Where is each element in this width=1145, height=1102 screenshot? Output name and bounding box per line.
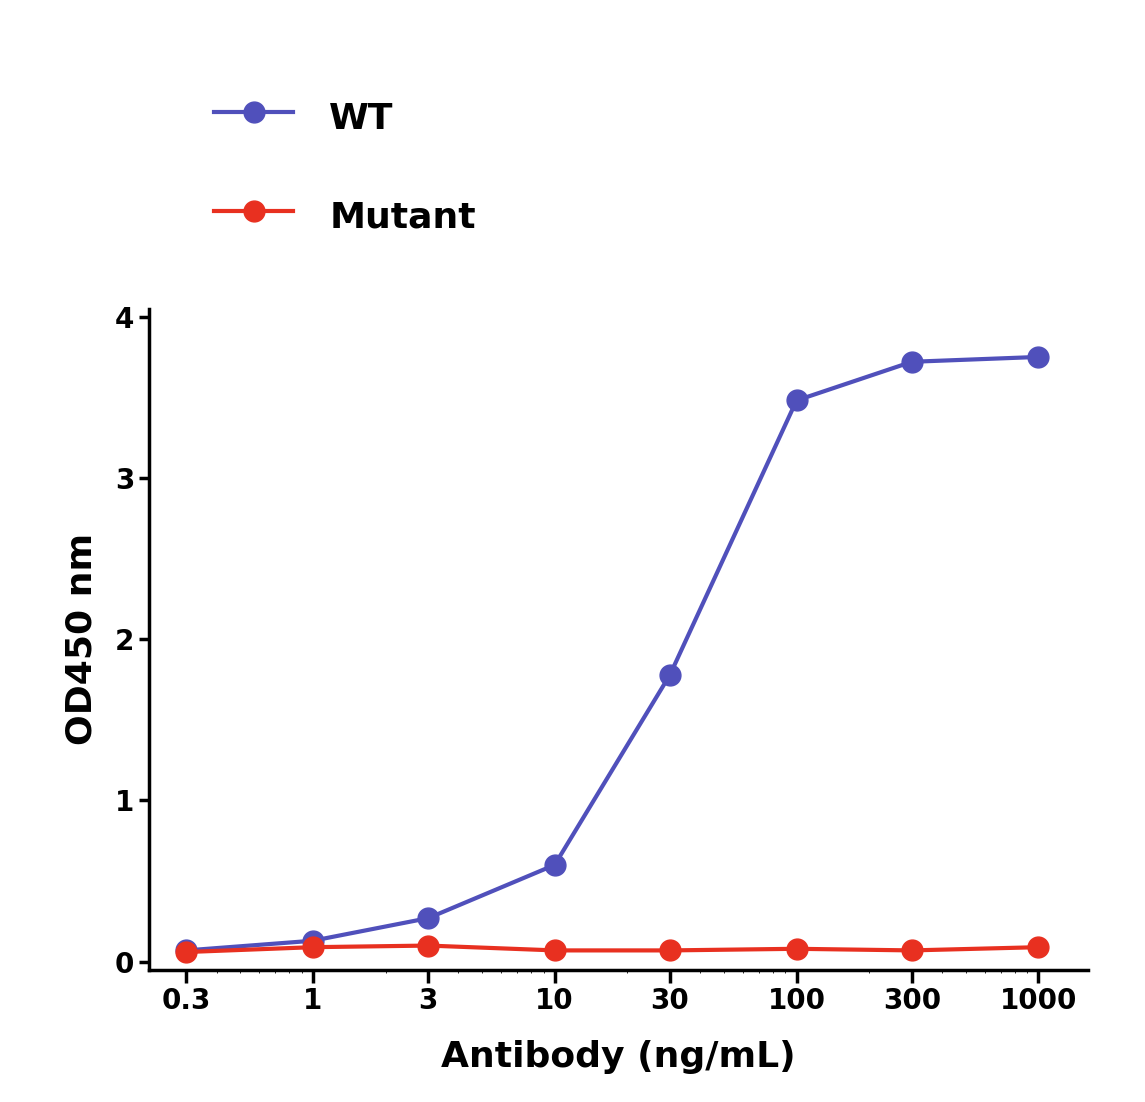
Mutant	[663, 943, 677, 957]
Mutant	[306, 941, 319, 954]
WT	[547, 858, 561, 872]
WT	[790, 393, 804, 407]
Line: Mutant: Mutant	[176, 936, 1049, 962]
Mutant	[790, 942, 804, 955]
Mutant	[180, 946, 194, 959]
Y-axis label: OD450 nm: OD450 nm	[64, 533, 98, 745]
WT	[180, 943, 194, 957]
Line: WT: WT	[176, 346, 1049, 961]
WT	[306, 934, 319, 948]
Mutant	[905, 943, 918, 957]
WT	[905, 355, 918, 368]
X-axis label: Antibody (ng/mL): Antibody (ng/mL)	[441, 1040, 796, 1074]
Mutant	[421, 939, 435, 952]
WT	[1032, 350, 1045, 364]
WT	[663, 668, 677, 681]
Legend: WT, Mutant: WT, Mutant	[214, 96, 476, 238]
Mutant	[1032, 941, 1045, 954]
WT	[421, 911, 435, 925]
Mutant	[547, 943, 561, 957]
